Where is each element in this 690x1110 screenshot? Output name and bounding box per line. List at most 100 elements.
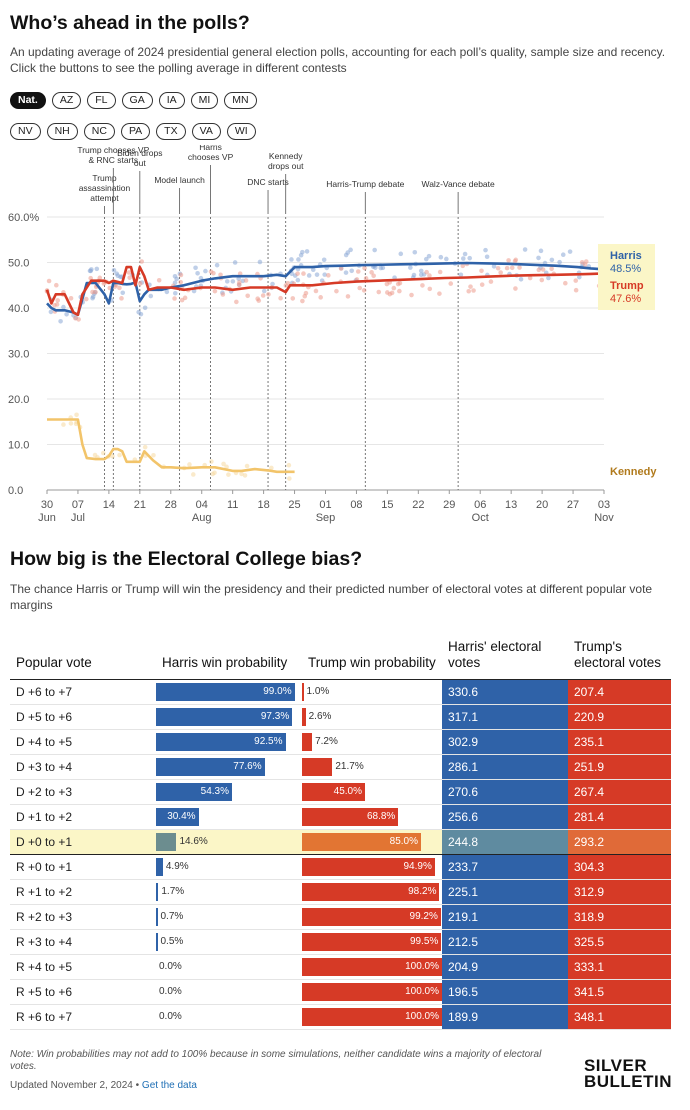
trump-poll-dot <box>573 278 579 283</box>
kennedy-average-line <box>47 418 295 474</box>
trump-poll-dot <box>278 295 283 301</box>
harris-poll-dot <box>306 273 312 278</box>
harris-prob-bar-label: 14.6% <box>179 836 208 847</box>
table-row: R +3 to +4 0.5% 99.5% 212.5 325.5 <box>10 929 671 955</box>
harris-prob-bar: 97.3% <box>156 704 302 730</box>
trump-poll-dot <box>420 283 425 288</box>
trump-poll-dot <box>237 271 243 276</box>
trump-poll-dot <box>266 292 271 297</box>
trump-poll-dot <box>385 290 390 295</box>
harris-ev-cell: 212.5 <box>442 929 568 955</box>
x-month-label: Aug <box>192 512 212 524</box>
harris-prob-bar: 99.0% <box>156 679 302 705</box>
trump-poll-dot <box>504 265 510 271</box>
trump-poll-dot <box>512 258 518 264</box>
pill-pa[interactable]: PA <box>120 123 151 140</box>
popular-vote-cell: D +0 to +1 <box>10 829 156 855</box>
table-row: D +5 to +6 97.3% 2.6% 317.1 220.9 <box>10 704 671 730</box>
harris-poll-dot <box>345 250 351 255</box>
kennedy-poll-dot <box>151 452 156 458</box>
col-harris-ev: Harris' electoral votes <box>442 633 568 680</box>
trump-prob-bar-label: 2.6% <box>308 711 332 722</box>
trump-poll-dot <box>460 263 466 269</box>
harris-prob-bar-label: 92.5% <box>254 736 283 747</box>
pill-nat[interactable]: Nat. <box>10 92 46 109</box>
electoral-college-table: Popular vote Harris win probability Trum… <box>10 633 671 1030</box>
trump-ev-cell: 267.4 <box>568 779 671 805</box>
trump-poll-dot <box>517 265 522 270</box>
harris-prob-bar: 0.5% <box>156 929 302 955</box>
pill-nc[interactable]: NC <box>83 123 115 140</box>
pill-nv[interactable]: NV <box>10 123 41 140</box>
pill-nh[interactable]: NH <box>46 123 78 140</box>
pill-az[interactable]: AZ <box>51 92 82 109</box>
get-data-link[interactable]: Get the data <box>141 1080 197 1091</box>
x-tick-label: 03 <box>598 499 610 511</box>
pill-fl[interactable]: FL <box>87 92 116 109</box>
trump-poll-dot <box>513 286 518 291</box>
trump-poll-dot <box>218 272 223 278</box>
x-month-label: Jul <box>71 512 85 524</box>
trump-end-name: Trump <box>610 280 644 292</box>
pill-ga[interactable]: GA <box>121 92 153 109</box>
trump-poll-dot <box>137 281 143 286</box>
trump-prob-bar-fill <box>302 883 440 901</box>
harris-prob-bar-fill <box>156 883 159 901</box>
trump-prob-bar-label: 45.0% <box>333 786 362 797</box>
harris-poll-dot <box>257 259 263 265</box>
trump-poll-dot <box>376 289 382 295</box>
trump-poll-dot <box>76 317 81 322</box>
harris-poll-dot <box>518 276 524 282</box>
trump-prob-bar-wrap: 2.6% <box>302 708 442 726</box>
trump-poll-dot <box>437 269 443 275</box>
pill-mn[interactable]: MN <box>224 92 257 109</box>
harris-prob-bar-wrap: 92.5% <box>156 733 296 751</box>
end-label-box <box>598 244 655 310</box>
trump-poll-dot <box>488 279 494 284</box>
harris-poll-dot <box>438 254 444 260</box>
event-label: Model launch <box>154 175 205 185</box>
event-label: DNC starts <box>247 177 289 187</box>
event-label: out <box>134 158 146 168</box>
harris-poll-dot <box>289 257 294 262</box>
trump-poll-dot <box>54 282 59 288</box>
popular-vote-cell: R +2 to +3 <box>10 904 156 930</box>
harris-poll-dot <box>348 247 353 253</box>
pill-tx[interactable]: TX <box>156 123 186 140</box>
harris-prob-bar-label: 4.9% <box>165 861 189 872</box>
pill-va[interactable]: VA <box>191 123 221 140</box>
pill-mi[interactable]: MI <box>190 92 219 109</box>
trump-poll-dot <box>539 277 545 283</box>
col-harris-win-prob: Harris win probability <box>156 633 302 680</box>
trump-prob-bar: 68.8% <box>302 804 442 830</box>
harris-poll-dot <box>61 304 66 310</box>
harris-prob-bar-label: 0.5% <box>160 936 184 947</box>
harris-ev-cell: 233.7 <box>442 854 568 880</box>
trump-poll-dot <box>212 288 218 294</box>
x-tick-label: 22 <box>412 499 424 511</box>
logo-line-2: BULLETIN <box>583 1072 672 1091</box>
harris-poll-dot <box>522 247 528 252</box>
trump-end-value: 47.6% <box>610 293 641 305</box>
trump-poll-dot <box>208 269 214 274</box>
harris-poll-dot <box>412 249 418 255</box>
pill-wi[interactable]: WI <box>226 123 256 140</box>
harris-prob-bar: 1.7% <box>156 879 302 905</box>
harris-poll-dot <box>94 266 100 272</box>
x-month-label: Oct <box>472 512 489 524</box>
trump-prob-bar: 21.7% <box>302 754 442 780</box>
table-row: D +0 to +1 14.6% 85.0% 244.8 293.2 <box>10 829 671 855</box>
event-label: Trump <box>92 173 117 183</box>
trump-poll-dot <box>468 284 473 289</box>
trump-poll-dot <box>243 278 249 283</box>
harris-average-line <box>46 261 605 317</box>
trump-prob-bar: 2.6% <box>302 704 442 730</box>
x-tick-label: 04 <box>196 499 208 511</box>
harris-poll-dot <box>467 255 473 261</box>
x-month-label: Jun <box>38 512 56 524</box>
trump-prob-bar-fill <box>302 983 442 1001</box>
pill-ia[interactable]: IA <box>158 92 185 109</box>
trump-poll-dot <box>260 293 266 298</box>
x-tick-label: 18 <box>257 499 269 511</box>
event-label: & RNC starts <box>89 155 139 165</box>
